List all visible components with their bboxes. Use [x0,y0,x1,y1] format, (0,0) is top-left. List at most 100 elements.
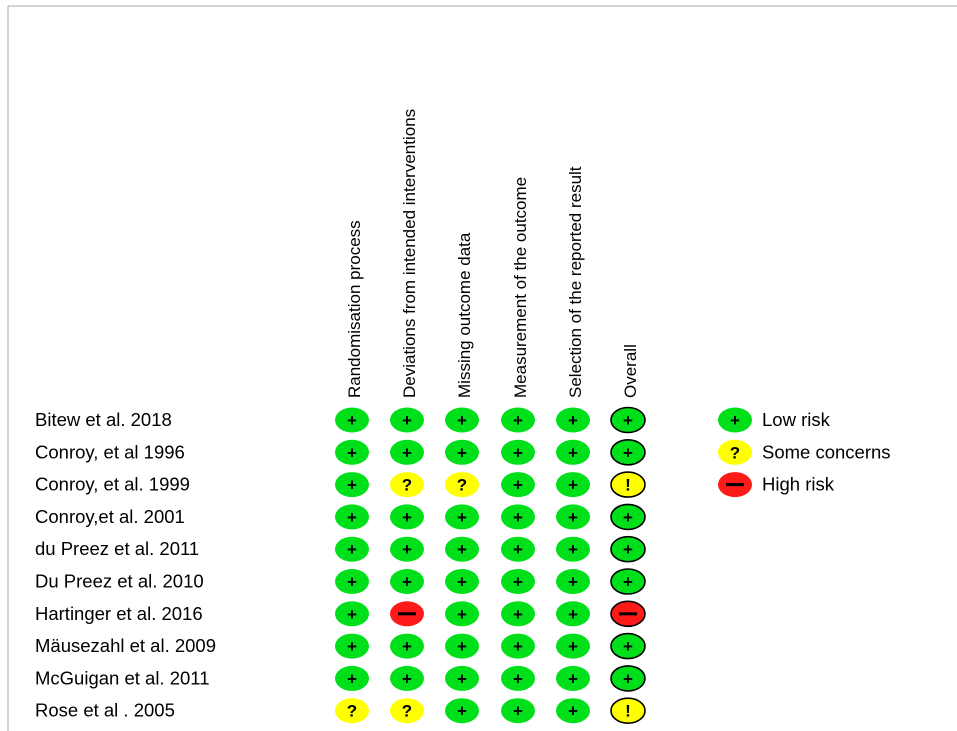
rating-selection-of-the-reported-result: + [556,472,590,498]
rating-deviations-from-intended-interventions-symbol: + [402,443,412,462]
column-header-measurement-of-the-outcome: Measurement of the outcome [511,177,530,398]
rating-measurement-of-the-outcome-circle [501,601,535,627]
rating-deviations-from-intended-interventions-circle [390,633,424,659]
rating-selection-of-the-reported-result-circle [556,472,590,498]
rating-overall: + [610,438,646,466]
study-row-du-preez-et-al-2011: du Preez et al. 2011 + + + + + + [35,535,646,563]
legend: + Low risk? Some concerns — High risk [718,407,891,498]
rating-missing-outcome-data: + [445,698,479,724]
rating-deviations-from-intended-interventions-circle [390,536,424,562]
rating-deviations-from-intended-interventions-symbol: + [402,508,412,527]
study-row-mcguigan-et-al-2011: McGuigan et al. 2011 + + + + + + [35,665,646,692]
rating-randomisation-process-circle [335,601,369,627]
rating-randomisation-process: + [335,504,369,530]
rating-measurement-of-the-outcome: + [501,665,535,691]
rating-deviations-from-intended-interventions-circle [390,439,424,465]
rating-randomisation-process-circle [335,633,369,659]
rating-overall-symbol: ! [625,476,631,495]
rating-overall: ! [610,471,646,498]
rating-measurement-of-the-outcome-symbol: + [513,573,523,592]
rating-measurement-of-the-outcome-symbol: + [513,443,523,462]
study-label: Rose et al . 2005 [35,700,175,721]
rating-randomisation-process-symbol: + [347,508,357,527]
rating-deviations-from-intended-interventions-symbol: ? [402,476,412,495]
rating-overall-circle [610,471,646,498]
rating-selection-of-the-reported-result-circle [556,439,590,465]
rating-missing-outcome-data-symbol: + [457,540,467,559]
legend-low-marker-circle [718,407,752,433]
rating-selection-of-the-reported-result-symbol: + [568,573,578,592]
rating-randomisation-process-symbol: + [347,637,357,656]
rating-missing-outcome-data: + [445,504,479,530]
rating-selection-of-the-reported-result-circle [556,569,590,594]
rating-selection-of-the-reported-result-symbol: + [568,508,578,527]
rating-measurement-of-the-outcome: + [501,698,535,724]
rating-selection-of-the-reported-result-circle [556,504,590,530]
rating-deviations-from-intended-interventions: + [390,665,424,691]
rating-randomisation-process-circle [335,472,369,498]
legend-low-marker-symbol: + [730,411,740,430]
rating-randomisation-process: + [335,665,369,691]
rating-selection-of-the-reported-result-circle [556,407,590,433]
rating-selection-of-the-reported-result-circle [556,665,590,691]
rating-selection-of-the-reported-result-symbol: + [568,702,578,721]
rating-selection-of-the-reported-result-symbol: + [568,540,578,559]
rating-measurement-of-the-outcome-circle [501,633,535,659]
study-label: Bitew et al. 2018 [35,409,172,430]
rating-missing-outcome-data-circle [445,698,479,724]
rating-selection-of-the-reported-result-circle [556,601,590,627]
rating-selection-of-the-reported-result: + [556,601,590,627]
rating-overall-symbol: + [623,669,633,688]
rating-deviations-from-intended-interventions: + [390,536,424,562]
legend-low-label: Low risk [762,409,831,430]
rating-measurement-of-the-outcome-circle [501,504,535,530]
rating-randomisation-process: ? [335,698,369,724]
rating-randomisation-process-symbol: ? [347,702,357,721]
rating-measurement-of-the-outcome-circle [501,536,535,562]
rating-deviations-from-intended-interventions: + [390,407,424,433]
rating-deviations-from-intended-interventions: + [390,633,424,659]
legend-item-low: + Low risk [718,407,831,433]
rating-missing-outcome-data-circle [445,504,479,530]
study-label: Conroy,et al. 2001 [35,506,185,527]
rating-randomisation-process-symbol: + [347,573,357,592]
rating-overall: — [610,600,646,628]
rating-overall-circle [610,697,646,725]
rating-missing-outcome-data-circle [445,407,479,433]
rating-overall-circle [610,535,646,563]
rating-deviations-from-intended-interventions: — [390,601,424,627]
study-label: Hartinger et al. 2016 [35,603,203,624]
rating-missing-outcome-data: + [445,569,479,594]
legend-some-marker-circle [718,439,752,465]
legend-low-marker: + [718,407,752,433]
rating-deviations-from-intended-interventions: ? [390,472,424,498]
rating-missing-outcome-data-circle [445,633,479,659]
rating-overall-symbol: ! [625,702,631,721]
rating-measurement-of-the-outcome-symbol: + [513,476,523,495]
study-row-conroy-et-al-2001: Conroy,et al. 2001 + + + + + + [35,503,646,531]
column-headers: Randomisation process Deviations from int… [345,109,640,398]
rating-randomisation-process: + [335,407,369,433]
column-header-overall: Overall [621,344,640,398]
rating-randomisation-process-circle [335,536,369,562]
rating-deviations-from-intended-interventions-symbol: + [402,411,412,430]
rating-randomisation-process-symbol: + [347,540,357,559]
study-row-m-usezahl-et-al-2009: Mäusezahl et al. 2009 + + + + + + [35,632,646,660]
rating-measurement-of-the-outcome: + [501,569,535,594]
rating-selection-of-the-reported-result: + [556,439,590,465]
rating-measurement-of-the-outcome-circle [501,665,535,691]
study-rows: Bitew et al. 2018 + + + + + +Conroy, et al 199… [35,406,646,725]
rating-overall-symbol: + [623,637,633,656]
rating-missing-outcome-data: + [445,665,479,691]
rating-measurement-of-the-outcome: + [501,407,535,433]
rating-selection-of-the-reported-result-symbol: + [568,443,578,462]
study-label: du Preez et al. 2011 [35,538,199,559]
rating-deviations-from-intended-interventions-circle [390,698,424,724]
rating-measurement-of-the-outcome: + [501,536,535,562]
rating-measurement-of-the-outcome-circle [501,407,535,433]
rating-selection-of-the-reported-result-symbol: + [568,411,578,430]
rating-missing-outcome-data-symbol: + [457,508,467,527]
rating-selection-of-the-reported-result-symbol: + [568,669,578,688]
column-header-deviations-from-intended-interventions: Deviations from intended interventions [400,109,419,398]
rating-deviations-from-intended-interventions-symbol: + [402,669,412,688]
